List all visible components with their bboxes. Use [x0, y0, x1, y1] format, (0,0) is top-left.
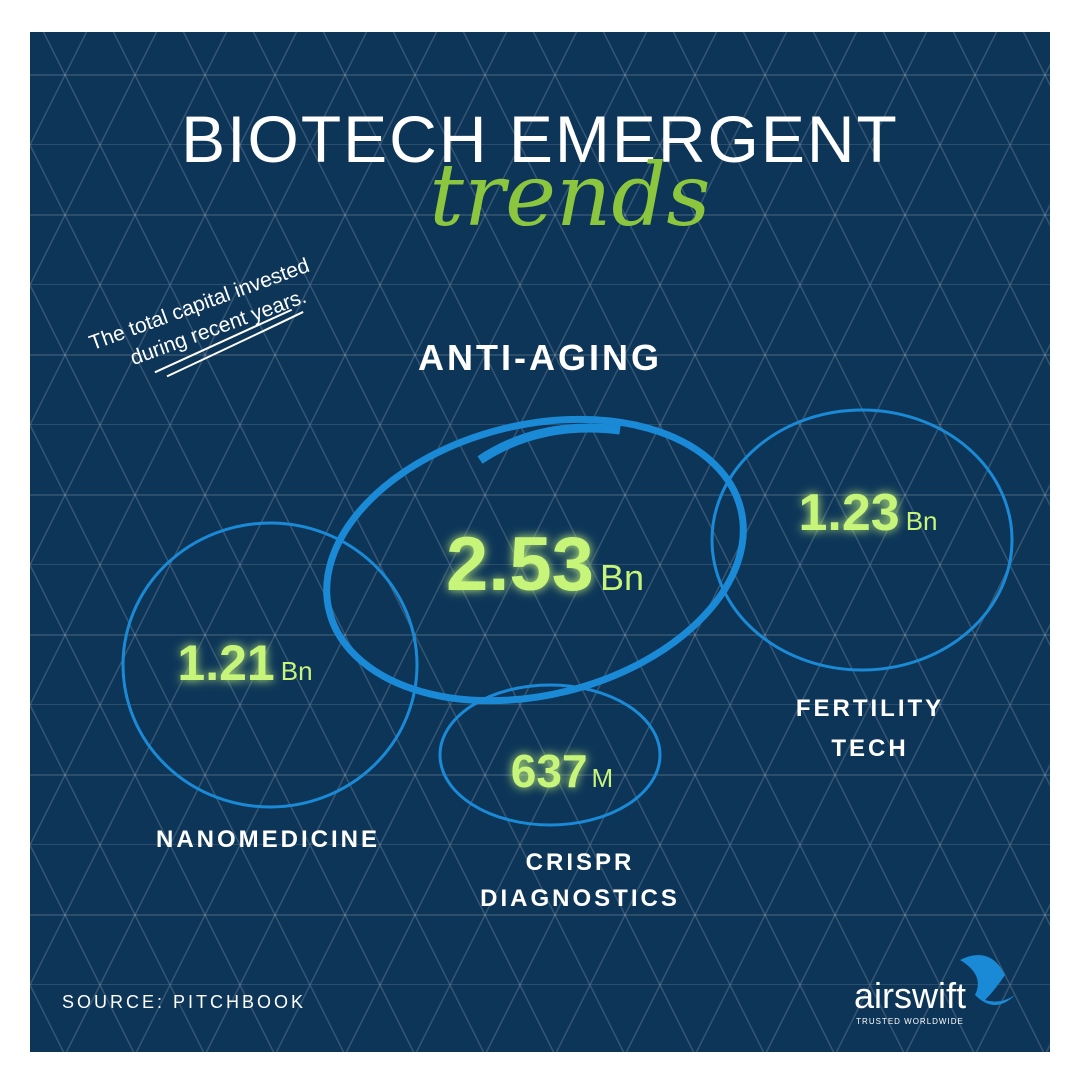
circle — [710, 408, 1014, 672]
trend-label: DIAGNOSTICS — [480, 885, 680, 912]
trend-value: 1.23 Bn — [798, 484, 937, 542]
circle — [121, 521, 419, 809]
script-title: trends — [429, 146, 710, 246]
trend-value: 2.53 Bn — [446, 522, 644, 607]
source: SOURCE: PITCHBOOK — [62, 992, 306, 1012]
brand: airswift TRUSTED WORLDWIDE — [854, 955, 1015, 1026]
trend-value: 637 M — [511, 745, 613, 797]
circle-stroke — [477, 423, 621, 464]
trend-label: ANTI-AGING — [418, 337, 662, 378]
brand-tagline: TRUSTED WORLDWIDE — [856, 1017, 964, 1026]
trend-label: FERTILITY — [796, 695, 944, 722]
underline — [154, 308, 304, 378]
trend-label: NANOMEDICINE — [156, 826, 380, 853]
pattern — [30, 32, 1050, 1052]
title: BIOTECH EMERGENT — [181, 102, 899, 176]
brand-name: airswift — [854, 975, 966, 1016]
trend-label: CRISPR — [526, 849, 635, 876]
logo-mark — [960, 955, 1015, 1005]
circles — [121, 408, 1014, 827]
trend-label: TECH — [831, 735, 908, 762]
circle — [323, 415, 747, 705]
circle — [438, 683, 662, 827]
trend-value: 1.21 Bn — [177, 635, 312, 691]
